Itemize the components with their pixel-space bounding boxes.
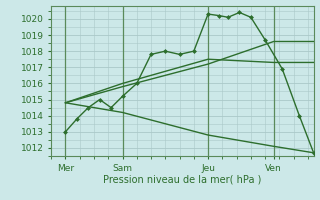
- X-axis label: Pression niveau de la mer( hPa ): Pression niveau de la mer( hPa ): [103, 174, 261, 184]
